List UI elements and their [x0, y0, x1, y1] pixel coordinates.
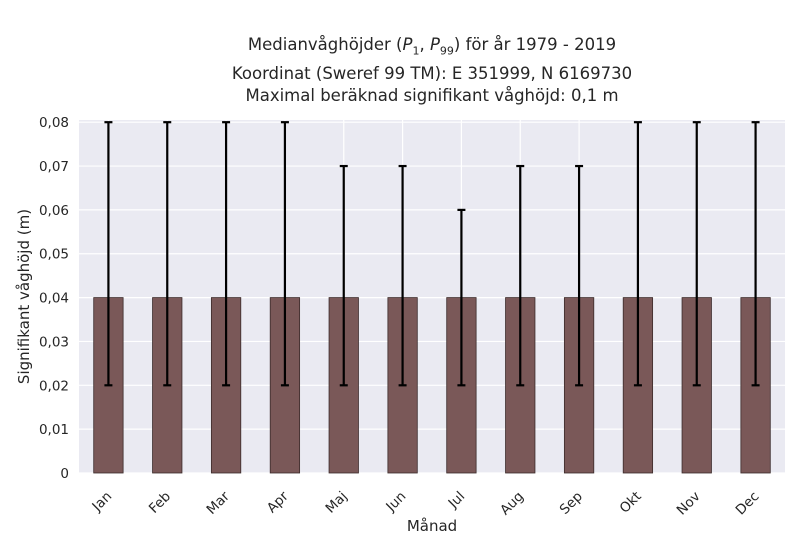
title-p99-sub: 99 — [439, 44, 454, 58]
chart-title-line-3: Maximal beräknad signifikant våghöjd: 0,… — [245, 86, 619, 106]
x-tick-label: Sep — [557, 489, 586, 518]
y-axis-label: Signifikant våghöjd (m) — [15, 209, 33, 384]
x-axis-ticks: Jan Feb Mar Apr Maj Jun Jul Aug Sep Okt Nov Dec — [89, 488, 763, 518]
y-tick-label: 0,06 — [39, 203, 69, 219]
x-tick-label: Okt — [617, 489, 645, 517]
chart-title-line-1: Medianvåghöjder (P1, P99) för år 1979 - … — [247, 35, 617, 58]
chart-title: Medianvåghöjder (P1, P99) för år 1979 - … — [132, 34, 732, 108]
y-tick-label: 0,08 — [39, 115, 69, 131]
y-tick-label: 0,05 — [39, 247, 69, 263]
error-bars — [104, 121, 760, 387]
y-tick-label: 0,07 — [39, 159, 69, 175]
y-tick-label: 0,03 — [39, 334, 69, 350]
chart-title-line-2: Koordinat (Sweref 99 TM): E 351999, N 61… — [231, 63, 633, 83]
x-tick-label: Maj — [323, 489, 351, 517]
x-tick-label: Mar — [204, 488, 234, 518]
x-tick-label: Nov — [674, 489, 704, 519]
y-tick-label: 0,04 — [39, 291, 69, 307]
plot-area — [79, 120, 785, 473]
y-tick-label: 0,01 — [39, 422, 69, 438]
x-tick-label: Jul — [445, 489, 469, 513]
x-tick-label: Jan — [89, 489, 116, 516]
x-tick-label: Aug — [497, 489, 527, 519]
title-p1-sub: 1 — [412, 44, 420, 58]
x-axis-label: Månad — [407, 517, 457, 535]
title-prefix: Medianvåghöjder ( — [247, 35, 403, 54]
x-tick-label: Feb — [146, 489, 174, 517]
x-tick-label: Apr — [264, 488, 292, 516]
title-suffix: ) för år 1979 - 2019 — [453, 35, 617, 54]
x-tick-label: Dec — [733, 489, 763, 519]
y-tick-label: 0,02 — [39, 378, 69, 394]
y-axis-ticks: 0 0,01 0,02 0,03 0,04 0,05 0,06 0,07 0,08 — [39, 115, 69, 482]
x-tick-label: Jun — [382, 489, 409, 516]
y-tick-label: 0 — [60, 466, 69, 482]
